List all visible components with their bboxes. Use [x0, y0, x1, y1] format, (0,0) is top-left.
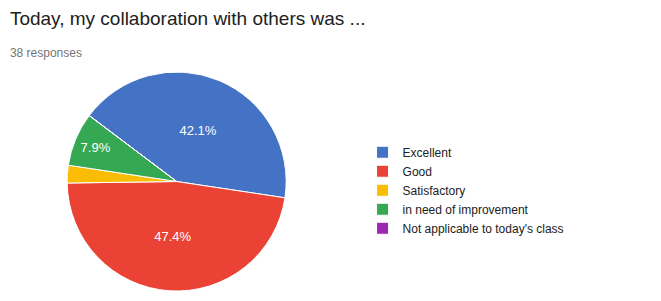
svg-text:Excellent: Excellent	[403, 146, 452, 160]
svg-text:42.1%: 42.1%	[180, 123, 217, 138]
svg-text:47.4%: 47.4%	[154, 229, 191, 244]
svg-text:Not applicable to today's clas: Not applicable to today's class	[403, 222, 564, 236]
svg-text:Good: Good	[403, 165, 432, 179]
svg-text:7.9%: 7.9%	[81, 140, 111, 155]
svg-text:Today, my collaboration with o: Today, my collaboration with others was …	[10, 8, 366, 29]
svg-text:38 responses: 38 responses	[10, 46, 82, 60]
svg-text:Satisfactory: Satisfactory	[403, 184, 466, 198]
svg-text:in need of improvement: in need of improvement	[403, 203, 529, 217]
